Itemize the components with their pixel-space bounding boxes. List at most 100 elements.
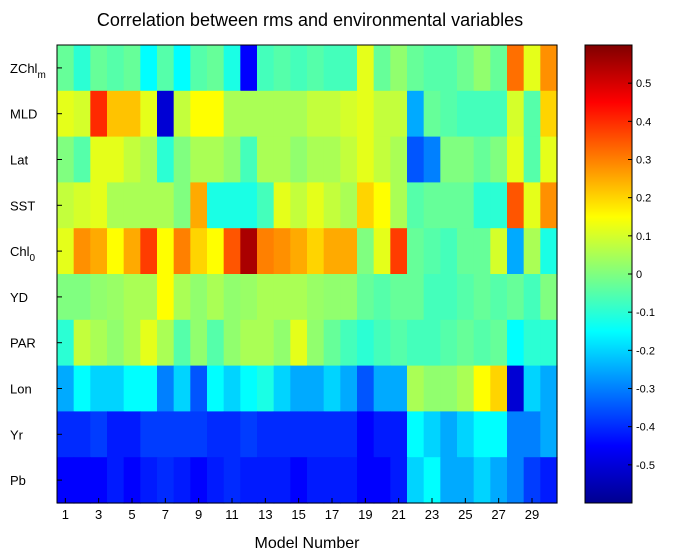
heatmap-cell	[307, 90, 325, 138]
heatmap-cell	[90, 182, 108, 229]
heatmap-cell	[257, 136, 275, 183]
heatmap-cell	[273, 457, 291, 504]
heatmap-cell	[240, 136, 258, 183]
heatmap-cell	[173, 411, 191, 458]
plot-frame	[56, 44, 558, 504]
heatmap-cell	[223, 45, 241, 92]
x-tick-label: 25	[458, 507, 472, 522]
heatmap-cell	[173, 228, 191, 275]
heatmap-cell	[473, 90, 491, 138]
heatmap-cell	[107, 182, 125, 229]
heatmap-cell	[440, 90, 458, 138]
heatmap-cell	[507, 228, 525, 275]
heatmap-cell	[323, 45, 341, 92]
x-axis-ticks: 1 3 5 7 9 11 13 15 17 19 21 23 25 27 29	[62, 498, 539, 522]
heatmap-cell	[507, 136, 525, 183]
heatmap-cell	[273, 45, 291, 92]
heatmap-cell	[140, 228, 158, 275]
heatmap-cell	[390, 457, 408, 504]
heatmap-cell	[123, 182, 141, 229]
heatmap-cell	[507, 45, 525, 92]
heatmap-cell	[223, 182, 241, 229]
heatmap-cells	[57, 45, 558, 504]
heatmap-cell	[190, 90, 208, 138]
row-label: YD	[10, 290, 28, 305]
heatmap-cell	[457, 228, 475, 275]
heatmap-cell	[73, 45, 91, 92]
heatmap-cell	[440, 411, 458, 458]
heatmap-cell	[440, 319, 458, 367]
heatmap-cell	[173, 274, 191, 321]
heatmap-cell	[57, 411, 75, 458]
x-tick-label: 17	[325, 507, 339, 522]
heatmap-cell	[457, 274, 475, 321]
heatmap-cell	[340, 45, 358, 92]
heatmap-cell	[207, 228, 225, 275]
heatmap-cell	[457, 365, 475, 412]
heatmap-cell	[173, 90, 191, 138]
heatmap-cell	[173, 182, 191, 229]
heatmap-cell	[73, 365, 91, 412]
heatmap-cell	[507, 319, 525, 367]
heatmap-cell	[107, 319, 125, 367]
heatmap-cell	[323, 90, 341, 138]
x-axis-label: Model Number	[255, 535, 361, 552]
heatmap-cell	[290, 45, 308, 92]
heatmap-cell	[90, 90, 108, 138]
heatmap-cell	[390, 411, 408, 458]
x-tick-label: 11	[225, 507, 239, 522]
heatmap-cell	[373, 365, 391, 412]
heatmap-cell	[190, 45, 208, 92]
heatmap-cell	[90, 411, 108, 458]
colorbar-tick-label: 0.1	[636, 231, 651, 243]
heatmap-cell	[307, 365, 325, 412]
heatmap-cell	[123, 319, 141, 367]
heatmap-cell	[123, 411, 141, 458]
heatmap-cell	[190, 274, 208, 321]
heatmap-cell	[207, 182, 225, 229]
heatmap-cell	[373, 319, 391, 367]
heatmap-cell	[190, 228, 208, 275]
heatmap-cell	[157, 319, 175, 367]
heatmap-cell	[207, 90, 225, 138]
heatmap-cell	[540, 90, 558, 138]
heatmap-cell	[373, 274, 391, 321]
heatmap-cell	[73, 228, 91, 275]
x-tick-label: 9	[195, 507, 202, 522]
x-tick-label: 27	[491, 507, 505, 522]
heatmap-cell	[340, 457, 358, 504]
heatmap-cell	[90, 319, 108, 367]
heatmap-cell	[140, 457, 158, 504]
colorbar-tick-label: 0.2	[636, 193, 651, 205]
heatmap-cell	[457, 411, 475, 458]
heatmap-cell	[473, 228, 491, 275]
heatmap-cell	[140, 274, 158, 321]
x-tick-label: 29	[525, 507, 539, 522]
heatmap-cell	[423, 136, 441, 183]
heatmap-cell	[307, 411, 325, 458]
heatmap-cell	[407, 45, 425, 92]
heatmap-cell	[157, 274, 175, 321]
heatmap-cell	[173, 365, 191, 412]
heatmap-cell	[373, 411, 391, 458]
heatmap-cell	[440, 457, 458, 504]
heatmap-cell	[473, 411, 491, 458]
heatmap-cell	[490, 274, 508, 321]
heatmap-cell	[223, 228, 241, 275]
heatmap-cell	[107, 274, 125, 321]
heatmap-cell	[440, 136, 458, 183]
heatmap-cell	[290, 228, 308, 275]
heatmap-cell	[157, 182, 175, 229]
heatmap-cell	[473, 319, 491, 367]
heatmap-cell	[340, 182, 358, 229]
heatmap-cell	[357, 90, 375, 138]
colorbar-tick-label: 0	[636, 269, 642, 281]
x-tick-label: 1	[62, 507, 69, 522]
heatmap-cell	[73, 319, 91, 367]
heatmap-cell	[507, 457, 525, 504]
heatmap-cell	[457, 457, 475, 504]
heatmap-cell	[257, 365, 275, 412]
heatmap-cell	[540, 182, 558, 229]
heatmap-cell	[273, 411, 291, 458]
row-label: Chl0	[10, 244, 36, 264]
